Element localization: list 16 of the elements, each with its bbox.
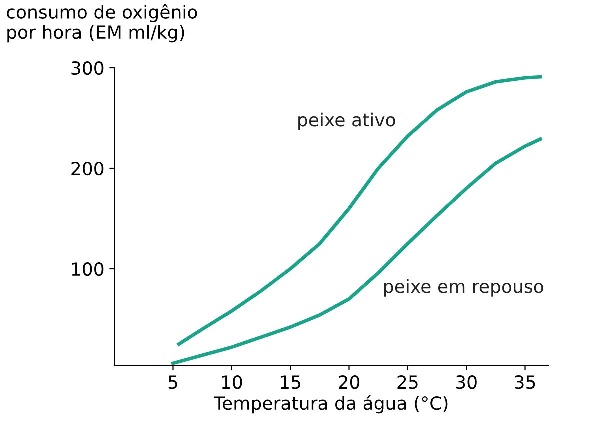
y-axis-title: consumo de oxigênio por hora (EM ml/kg) — [7, 4, 198, 43]
x-tick-label: 5 — [168, 376, 178, 390]
x-tick-label: 15 — [281, 376, 300, 390]
x-tick-label: 20 — [339, 376, 360, 390]
y-tick-label: 100 — [72, 262, 104, 276]
line-series — [177, 75, 542, 346]
series-label: peixe em repouso — [384, 279, 544, 297]
y-tick-label: 300 — [72, 61, 104, 76]
x-axis-title: Temperatura da água (°C) — [214, 395, 448, 414]
x-tick-label: 25 — [398, 376, 418, 390]
y-tick-label: 200 — [72, 162, 104, 176]
line-series — [172, 138, 542, 366]
x-tick-label: 35 — [515, 376, 536, 390]
series-label: peixe ativo — [298, 112, 396, 130]
x-tick-label: 30 — [456, 376, 477, 390]
x-tick-label: 10 — [222, 376, 242, 390]
